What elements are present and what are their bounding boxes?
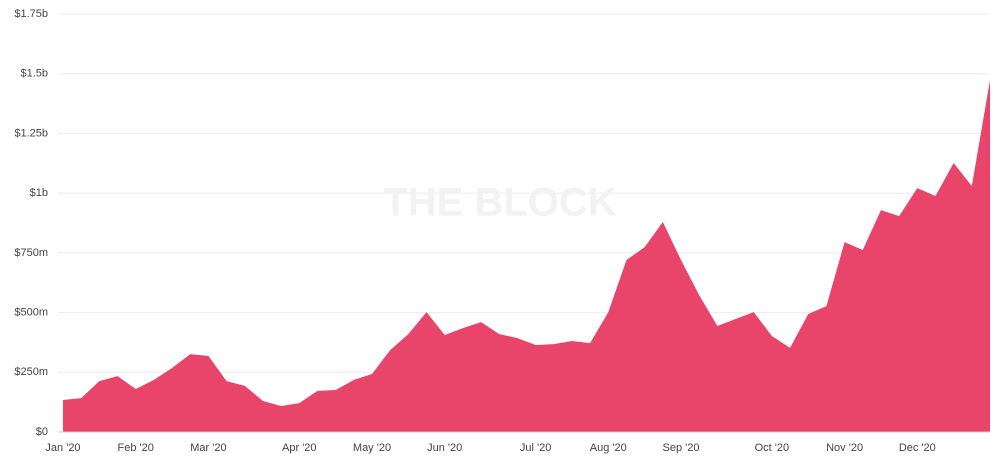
y-tick-label: $1.75b xyxy=(14,8,48,20)
x-tick-label: Jan '20 xyxy=(45,442,80,454)
x-tick-label: Oct '20 xyxy=(755,442,790,454)
watermark: THE BLOCK xyxy=(383,181,616,225)
x-tick-label: Feb '20 xyxy=(118,442,154,454)
x-tick-label: Dec '20 xyxy=(899,442,936,454)
y-tick-label: $1.25b xyxy=(14,127,48,139)
y-tick-label: $500m xyxy=(14,306,48,318)
x-tick-label: Jun '20 xyxy=(427,442,462,454)
x-tick-label: May '20 xyxy=(353,442,391,454)
area xyxy=(63,80,990,433)
x-tick-label: Aug '20 xyxy=(590,442,627,454)
y-tick-label: $1.5b xyxy=(20,68,48,80)
x-tick-label: Mar '20 xyxy=(190,442,226,454)
y-tick-label: $1b xyxy=(30,187,48,199)
x-tick-label: Jul '20 xyxy=(520,442,551,454)
x-tick-label: Nov '20 xyxy=(826,442,863,454)
x-tick-label: Apr '20 xyxy=(282,442,317,454)
y-tick-label: $0 xyxy=(36,426,48,438)
y-tick-label: $750m xyxy=(14,247,48,259)
x-tick-label: Sep '20 xyxy=(663,442,700,454)
y-tick-label: $250m xyxy=(14,366,48,378)
